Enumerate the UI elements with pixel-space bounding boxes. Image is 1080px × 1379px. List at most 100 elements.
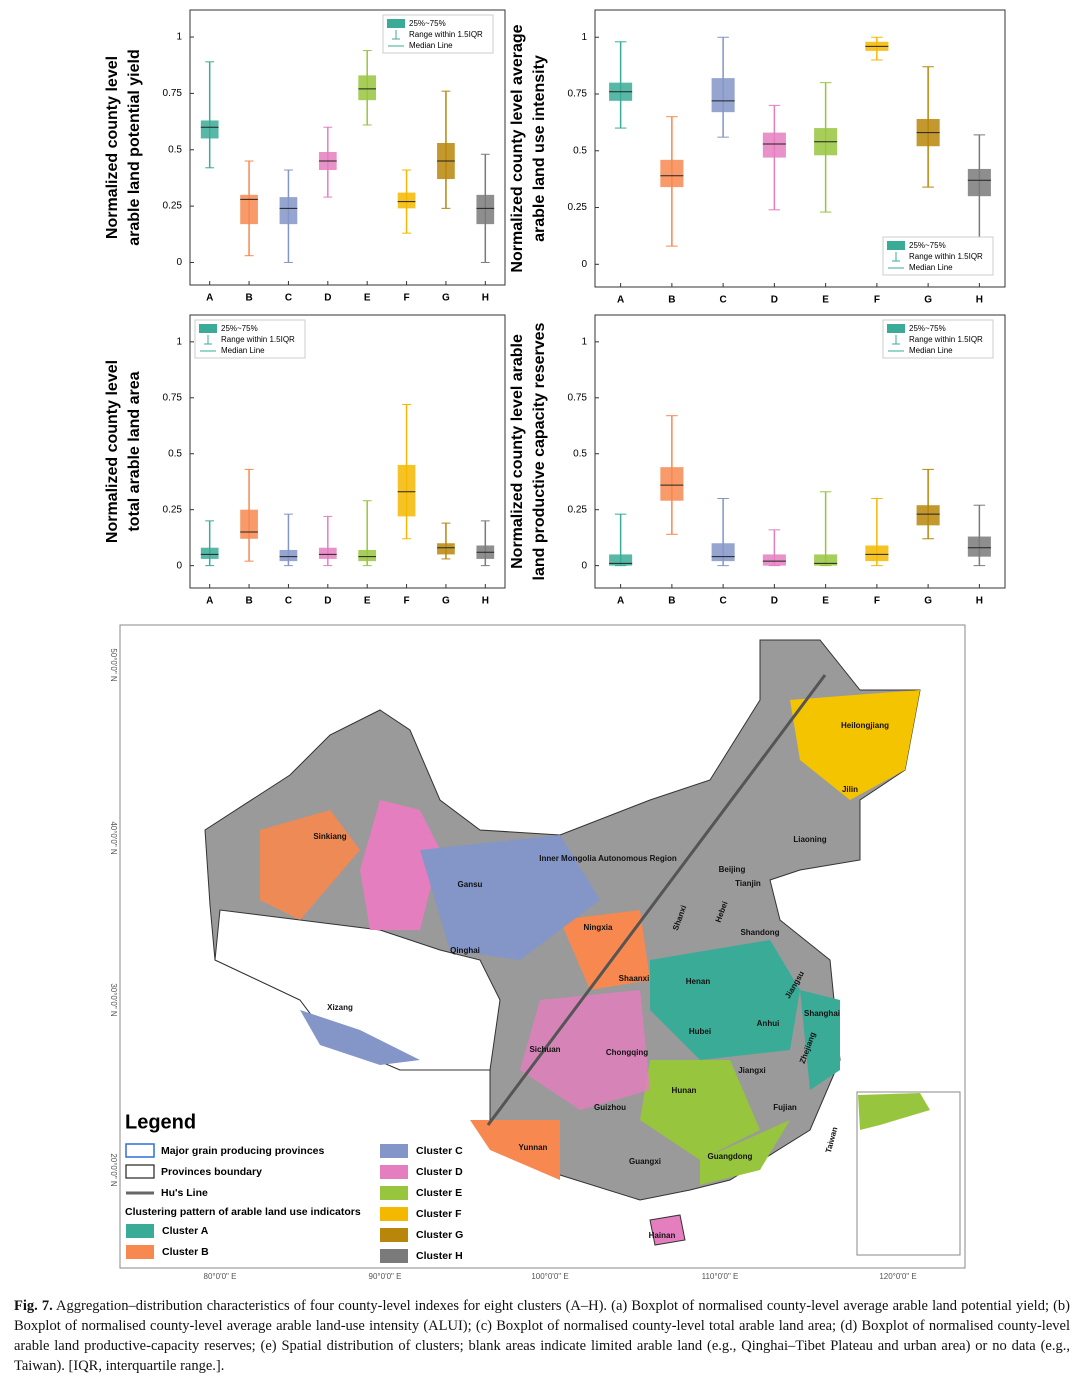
legend-swatch xyxy=(380,1165,408,1179)
province-label: Beijing xyxy=(719,865,746,874)
legend-swatch xyxy=(199,324,217,333)
province-label: Gansu xyxy=(458,880,483,889)
box xyxy=(814,554,838,566)
y-axis-label: land productive capacity reserves xyxy=(531,322,548,580)
x-tick-label: A xyxy=(206,293,213,304)
province-label: Sichuan xyxy=(529,1045,560,1054)
box xyxy=(358,75,377,101)
box xyxy=(437,543,455,555)
box xyxy=(762,554,786,566)
y-tick-label: 0.75 xyxy=(163,88,183,99)
box xyxy=(967,168,991,197)
x-tick-label: C xyxy=(720,596,727,607)
legend-text: 25%~75% xyxy=(409,19,446,28)
box xyxy=(358,549,377,562)
region xyxy=(800,990,840,1090)
legend-text: Cluster C xyxy=(416,1145,463,1157)
province-label: Sinkiang xyxy=(313,832,346,841)
region xyxy=(640,1060,760,1160)
legend-text: Cluster B xyxy=(162,1246,209,1258)
plot-frame xyxy=(189,314,506,589)
x-tick-label: H xyxy=(976,295,983,306)
legend-text: Cluster D xyxy=(416,1166,463,1178)
legend-swatch xyxy=(387,19,405,28)
province-label: Hainan xyxy=(649,1231,676,1240)
legend-text: Median Line xyxy=(909,263,953,272)
legend-text: Major grain producing provinces xyxy=(161,1145,325,1157)
legend-heading: Clustering pattern of arable land use in… xyxy=(125,1206,361,1218)
legend-swatch xyxy=(380,1144,408,1158)
y-tick-label: 0.5 xyxy=(168,448,182,459)
y-tick-label: 0.5 xyxy=(573,448,587,459)
box xyxy=(279,197,298,225)
x-tick-label: D xyxy=(324,596,331,607)
box xyxy=(279,549,298,562)
hainan xyxy=(649,1214,686,1246)
box xyxy=(660,467,684,501)
y-tick-label: 0.25 xyxy=(568,504,588,515)
box xyxy=(762,132,786,158)
box xyxy=(397,192,416,209)
legend-text: Cluster F xyxy=(416,1208,462,1220)
province-label: Jilin xyxy=(842,785,858,794)
x-tick-label: E xyxy=(822,295,829,306)
province-label: Henan xyxy=(686,977,711,986)
x-tick-label: A xyxy=(617,596,624,607)
y-tick-label: 0 xyxy=(176,560,182,571)
box xyxy=(476,194,495,225)
legend-text: 25%~75% xyxy=(909,324,946,333)
province-label: Ningxia xyxy=(584,923,613,932)
x-tick-label: F xyxy=(874,295,880,306)
caption-text: Aggregation–distribution characteristics… xyxy=(14,1298,1070,1374)
region xyxy=(560,910,650,990)
y-axis-label: total arable land area xyxy=(126,371,143,531)
legend-text: Median Line xyxy=(909,346,953,355)
box xyxy=(397,464,416,517)
legend-text: 25%~75% xyxy=(909,241,946,250)
province-label: Hunan xyxy=(672,1086,697,1095)
region xyxy=(420,835,600,960)
province-label: Guizhou xyxy=(594,1103,626,1112)
y-axis-label: arable land potential yield xyxy=(126,49,143,246)
lon-label: 120°0'0" E xyxy=(879,1272,916,1281)
y-tick-label: 0.75 xyxy=(568,392,588,403)
x-tick-label: D xyxy=(771,295,778,306)
box xyxy=(318,547,337,559)
box xyxy=(609,554,633,566)
x-tick-label: B xyxy=(668,596,675,607)
box xyxy=(967,536,991,557)
x-tick-label: B xyxy=(245,596,252,607)
x-tick-label: F xyxy=(874,596,880,607)
y-tick-label: 0 xyxy=(581,560,587,571)
legend-swatch xyxy=(380,1186,408,1200)
y-tick-label: 1 xyxy=(581,336,587,347)
region xyxy=(700,1120,790,1185)
x-tick-label: C xyxy=(285,293,292,304)
legend-text: Range within 1.5IQR xyxy=(909,252,983,261)
legend-swatch xyxy=(126,1245,154,1259)
lon-label: 90°0'0" E xyxy=(369,1272,402,1281)
region xyxy=(790,690,920,800)
legend-text: Cluster A xyxy=(162,1225,209,1237)
province-label: Xizang xyxy=(327,1003,353,1012)
x-tick-label: E xyxy=(364,596,371,607)
map: Heilongjiang Jilin Liaoning Inner Mongol… xyxy=(109,624,966,1281)
legend-swatch xyxy=(380,1249,408,1263)
x-tick-label: H xyxy=(976,596,983,607)
legend-swatch xyxy=(380,1207,408,1221)
legend-swatch xyxy=(126,1224,154,1238)
legend-text: Range within 1.5IQR xyxy=(221,335,295,344)
legend-text: Range within 1.5IQR xyxy=(909,335,983,344)
plot-frame xyxy=(594,314,1006,589)
x-tick-label: F xyxy=(404,293,410,304)
lon-label: 100°0'0" E xyxy=(531,1272,568,1281)
y-tick-label: 0.5 xyxy=(168,144,182,155)
x-tick-label: H xyxy=(482,293,489,304)
x-tick-label: G xyxy=(442,596,450,607)
x-tick-label: D xyxy=(324,293,331,304)
y-tick-label: 1 xyxy=(176,32,182,43)
legend-text: Cluster E xyxy=(416,1187,462,1199)
region xyxy=(470,1120,560,1180)
legend-title: Legend xyxy=(125,1111,196,1133)
